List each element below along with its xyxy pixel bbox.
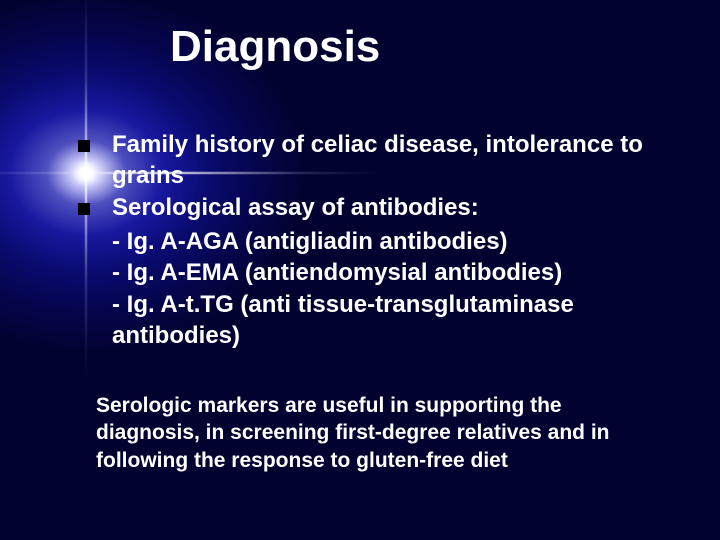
sub-item: - Ig. A-t.TG (anti tissue-transglutamina… — [112, 289, 680, 351]
slide-title: Diagnosis — [170, 22, 380, 72]
bullet-item: Serological assay of antibodies: — [78, 193, 680, 224]
bullet-square-icon — [78, 140, 90, 152]
sub-item: - Ig. A-AGA (antigliadin antibodies) — [112, 226, 680, 257]
slide: Diagnosis Family history of celiac disea… — [0, 0, 720, 540]
bullet-text: Serological assay of antibodies: — [112, 193, 479, 224]
bullet-text: Family history of celiac disease, intole… — [112, 130, 680, 191]
footnote-text: Serologic markers are useful in supporti… — [96, 392, 660, 474]
bullet-square-icon — [78, 203, 90, 215]
bullet-item: Family history of celiac disease, intole… — [78, 130, 680, 191]
sub-item: - Ig. A-EMA (antiendomysial antibodies) — [112, 257, 680, 288]
slide-body: Family history of celiac disease, intole… — [78, 130, 680, 351]
